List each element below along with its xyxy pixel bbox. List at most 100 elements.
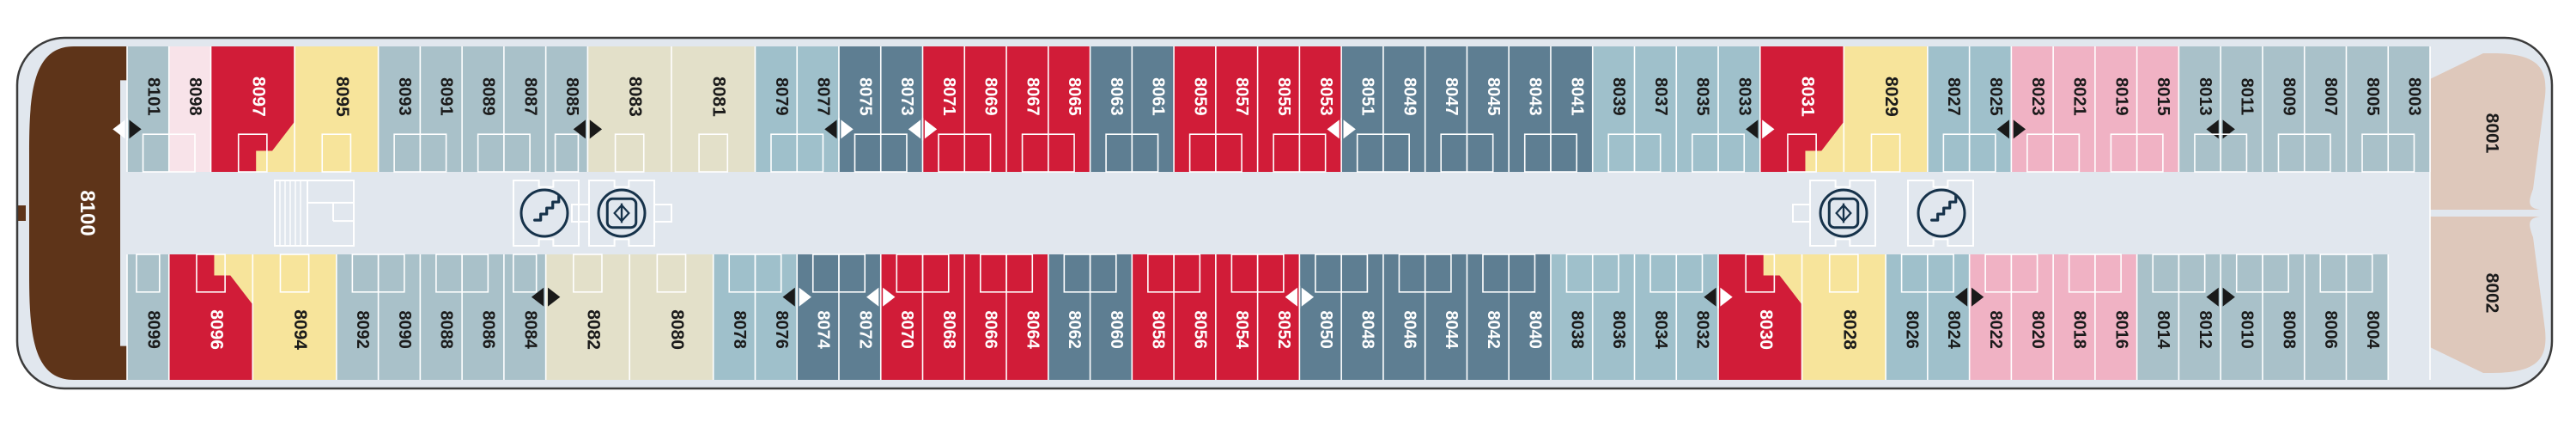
svg-text:8058: 8058 (1149, 310, 1168, 349)
svg-text:8001: 8001 (2482, 113, 2501, 154)
svg-text:8034: 8034 (1651, 310, 1670, 349)
svg-text:8060: 8060 (1107, 310, 1126, 349)
svg-text:8010: 8010 (2238, 310, 2257, 349)
svg-text:8065: 8065 (1065, 77, 1084, 115)
svg-text:8027: 8027 (1944, 77, 1963, 115)
svg-text:8089: 8089 (478, 77, 497, 115)
svg-text:8099: 8099 (143, 310, 162, 349)
svg-text:8028: 8028 (1839, 309, 1859, 350)
svg-text:8059: 8059 (1190, 77, 1209, 115)
svg-text:8046: 8046 (1400, 310, 1419, 349)
svg-text:8018: 8018 (2070, 310, 2089, 349)
svg-text:8066: 8066 (981, 310, 1000, 349)
svg-text:8069: 8069 (981, 77, 1000, 115)
svg-text:8039: 8039 (1609, 77, 1628, 115)
svg-text:8025: 8025 (1986, 77, 2005, 115)
svg-text:8040: 8040 (1526, 310, 1545, 349)
svg-text:8031: 8031 (1798, 76, 1818, 117)
svg-text:8006: 8006 (2321, 310, 2340, 349)
svg-text:8083: 8083 (625, 76, 645, 117)
svg-text:8064: 8064 (1023, 310, 1042, 349)
svg-text:8079: 8079 (772, 77, 791, 115)
svg-text:8062: 8062 (1065, 310, 1084, 349)
svg-text:8020: 8020 (2028, 310, 2047, 349)
svg-text:8080: 8080 (667, 309, 687, 350)
svg-text:8024: 8024 (1944, 310, 1963, 349)
svg-text:8072: 8072 (855, 310, 874, 349)
svg-text:8087: 8087 (520, 77, 539, 115)
svg-text:8042: 8042 (1484, 310, 1503, 349)
svg-text:8093: 8093 (395, 77, 414, 115)
svg-text:8090: 8090 (395, 310, 414, 349)
svg-text:8015: 8015 (2154, 77, 2172, 115)
svg-text:8070: 8070 (897, 310, 916, 349)
svg-text:8049: 8049 (1400, 77, 1419, 115)
svg-text:8029: 8029 (1881, 76, 1901, 117)
svg-text:8044: 8044 (1442, 310, 1461, 349)
svg-text:8047: 8047 (1442, 77, 1461, 115)
svg-text:8088: 8088 (437, 310, 456, 349)
svg-text:8050: 8050 (1316, 310, 1335, 349)
svg-text:8004: 8004 (2363, 310, 2382, 349)
svg-text:8003: 8003 (2405, 77, 2424, 115)
svg-text:8045: 8045 (1484, 77, 1503, 115)
svg-text:8094: 8094 (290, 309, 310, 350)
svg-text:8012: 8012 (2196, 310, 2215, 349)
svg-text:8098: 8098 (185, 77, 204, 115)
svg-text:8096: 8096 (207, 309, 227, 350)
svg-text:8091: 8091 (437, 77, 456, 115)
svg-text:8048: 8048 (1358, 310, 1377, 349)
svg-text:8095: 8095 (332, 76, 352, 117)
svg-text:8016: 8016 (2111, 310, 2130, 349)
svg-text:8071: 8071 (939, 77, 958, 115)
svg-text:8082: 8082 (583, 309, 603, 350)
svg-text:8063: 8063 (1107, 77, 1126, 115)
svg-text:8008: 8008 (2279, 310, 2298, 349)
svg-text:8052: 8052 (1274, 310, 1293, 349)
svg-text:8009: 8009 (2279, 77, 2298, 115)
svg-text:8092: 8092 (353, 310, 372, 349)
svg-text:8085: 8085 (562, 77, 581, 115)
svg-text:8051: 8051 (1358, 77, 1377, 115)
svg-text:8084: 8084 (520, 310, 539, 349)
svg-text:8068: 8068 (939, 310, 958, 349)
svg-text:8021: 8021 (2070, 77, 2089, 115)
svg-text:8002: 8002 (2482, 273, 2501, 314)
svg-text:8075: 8075 (855, 77, 874, 115)
svg-text:8005: 8005 (2363, 77, 2382, 115)
svg-text:8013: 8013 (2196, 77, 2215, 115)
svg-text:8023: 8023 (2028, 77, 2047, 115)
svg-text:8067: 8067 (1023, 77, 1042, 115)
svg-text:8054: 8054 (1232, 310, 1251, 349)
svg-text:8038: 8038 (1567, 310, 1586, 349)
svg-text:8081: 8081 (709, 76, 729, 117)
svg-text:8030: 8030 (1756, 309, 1776, 350)
svg-text:8037: 8037 (1651, 77, 1670, 115)
svg-text:8053: 8053 (1316, 77, 1335, 115)
svg-text:8061: 8061 (1149, 77, 1168, 115)
svg-text:8055: 8055 (1274, 77, 1293, 115)
svg-text:8033: 8033 (1735, 77, 1753, 115)
svg-text:8078: 8078 (730, 310, 749, 349)
svg-text:8073: 8073 (897, 77, 916, 115)
svg-text:8077: 8077 (814, 77, 833, 115)
svg-text:8014: 8014 (2154, 310, 2172, 349)
svg-text:8074: 8074 (814, 310, 833, 349)
svg-text:8035: 8035 (1693, 77, 1712, 115)
svg-text:8086: 8086 (478, 310, 497, 349)
svg-text:8019: 8019 (2111, 77, 2130, 115)
svg-text:8076: 8076 (772, 310, 791, 349)
svg-text:8011: 8011 (2238, 78, 2257, 115)
svg-text:8101: 8101 (143, 77, 162, 115)
svg-text:8097: 8097 (248, 76, 268, 117)
svg-text:8043: 8043 (1526, 77, 1545, 115)
svg-text:8041: 8041 (1567, 77, 1586, 115)
svg-text:8056: 8056 (1190, 310, 1209, 349)
svg-text:8007: 8007 (2321, 77, 2340, 115)
svg-text:8036: 8036 (1609, 310, 1628, 349)
svg-text:8026: 8026 (1902, 310, 1921, 349)
svg-text:8022: 8022 (1986, 310, 2005, 349)
svg-text:8057: 8057 (1232, 77, 1251, 115)
svg-text:8032: 8032 (1693, 310, 1712, 349)
svg-text:8100: 8100 (76, 190, 99, 235)
